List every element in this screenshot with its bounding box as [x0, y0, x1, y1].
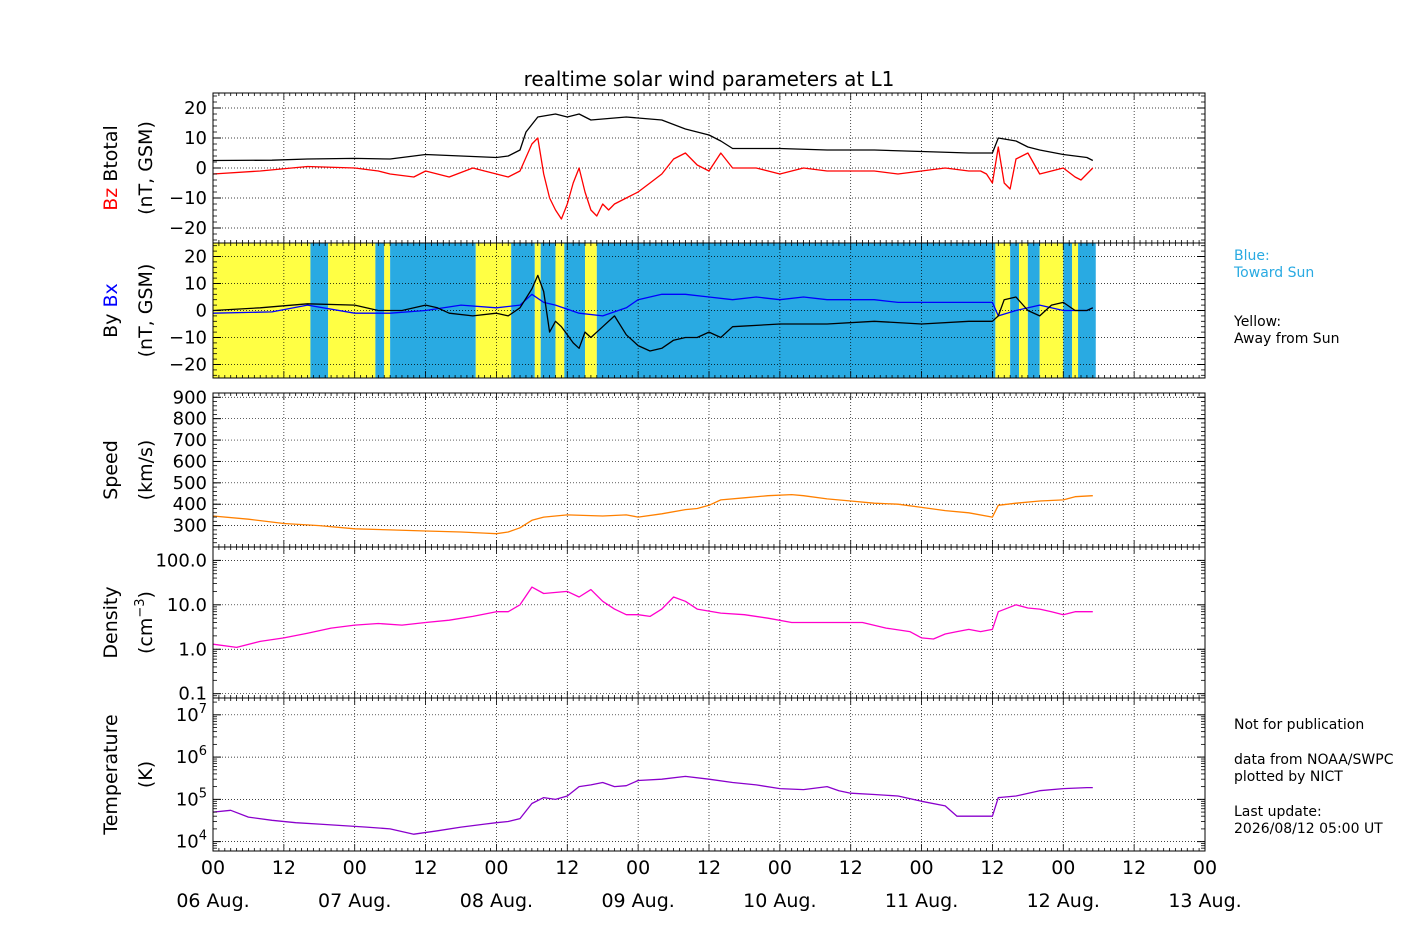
legend-blue-desc: Toward Sun [1234, 265, 1315, 281]
x-date-label: 06 Aug. [176, 890, 249, 912]
legend-yellow-label: Yellow: [1234, 314, 1282, 330]
x-date-label: 08 Aug. [460, 890, 533, 912]
y-tick-label: 10 [184, 274, 207, 295]
x-date-label: 11 Aug. [885, 890, 958, 912]
y-axis-label: Density [100, 586, 122, 658]
panel-frame [212, 697, 1206, 852]
x-tick-label: 12 [697, 857, 721, 879]
x-tick-label: 00 [626, 857, 650, 879]
y-tick-label: 107 [176, 702, 207, 726]
x-date-label: 12 Aug. [1027, 890, 1100, 912]
sector-toward [310, 243, 329, 378]
y-tick-label: 10.0 [167, 595, 207, 616]
x-tick-label: 12 [555, 857, 579, 879]
panel-temperature: 107 106 105 104 Temperature (K) [100, 697, 1206, 853]
sector-away [555, 243, 565, 378]
x-tick-label: 12 [980, 857, 1004, 879]
y-tick-label: 0 [196, 301, 207, 322]
panel-mag: 20 10 0 −10 −20 Bz Btotal (nT, GSM) [100, 92, 1206, 244]
note-plotted-by: plotted by NICT [1234, 769, 1343, 785]
y-tick-label: 400 [173, 494, 207, 515]
series-speed [212, 493, 1093, 535]
series-temperature [212, 775, 1093, 835]
y-tick-label: 105 [176, 786, 207, 810]
y-tick-label: 104 [176, 829, 207, 853]
y-tick-label: 0 [196, 158, 207, 179]
x-tick-label: 12 [272, 857, 296, 879]
series-btotal [212, 113, 1094, 162]
y-tick-label: 500 [173, 473, 207, 494]
x-tick-label: 12 [1122, 857, 1146, 879]
y-axis-unit: (K) [135, 761, 157, 788]
y-tick-label: 20 [184, 98, 207, 119]
x-tick-label: 12 [413, 857, 437, 879]
y-tick-label: 300 [173, 516, 207, 537]
y-tick-label: 20 [184, 247, 207, 268]
sector-toward [540, 243, 556, 378]
legend-yellow-desc: Away from Sun [1234, 331, 1340, 347]
chart-title: realtime solar wind parameters at L1 [524, 67, 895, 91]
note-data-source: data from NOAA/SWPC [1234, 752, 1394, 768]
x-tick-label: 00 [768, 857, 792, 879]
legend-blue-label: Blue: [1234, 248, 1270, 264]
x-tick-label: 00 [484, 857, 508, 879]
y-axis-unit: (cm−3) [133, 591, 157, 654]
y-axis-unit: (nT, GSM) [135, 121, 157, 215]
y-tick-label: 800 [173, 409, 207, 430]
x-date-label: 10 Aug. [743, 890, 816, 912]
y-axis-label: Temperature [100, 714, 122, 835]
y-axis-unit: (km/s) [135, 440, 157, 501]
panel-density: 100.0 10.0 1.0 0.1 Density (cm−3) [100, 546, 1206, 705]
x-tick-label: 00 [909, 857, 933, 879]
x-date-label: 13 Aug. [1168, 890, 1241, 912]
x-tick-label: 12 [839, 857, 863, 879]
y-axis-label: By Bx [100, 283, 122, 338]
panel-frame [212, 392, 1206, 548]
series-density [212, 586, 1093, 649]
y-tick-label: 106 [176, 744, 207, 768]
x-date-label: 09 Aug. [601, 890, 674, 912]
y-tick-label: −20 [169, 355, 207, 376]
y-tick-label: 1.0 [178, 639, 207, 660]
series-bz [212, 137, 1094, 220]
x-tick-label: 00 [1051, 857, 1075, 879]
y-tick-label: 600 [173, 451, 207, 472]
y-tick-label: −10 [169, 328, 207, 349]
x-tick-label: 00 [1193, 857, 1217, 879]
y-tick-label: 700 [173, 430, 207, 451]
y-axis-label: Bz Btotal [100, 125, 122, 211]
note-not-for-publication: Not for publication [1234, 717, 1365, 733]
note-last-update-time: 2026/08/12 05:00 UT [1234, 821, 1383, 837]
note-last-update-label: Last update: [1234, 804, 1322, 820]
y-tick-label: 900 [173, 387, 207, 408]
panel-bxby: 20 10 0 −10 −20 By Bx (nT, GSM) [100, 242, 1206, 379]
y-tick-label: 0.1 [178, 684, 207, 705]
series-by [212, 274, 1094, 352]
y-tick-label: −20 [169, 218, 207, 239]
y-axis-label: Speed [100, 440, 122, 500]
sector-toward [1027, 243, 1040, 378]
sector-away [585, 243, 597, 378]
x-tick-label: 00 [343, 857, 367, 879]
sector-away [475, 243, 512, 378]
y-tick-label: −10 [169, 188, 207, 209]
sector-toward [564, 243, 585, 378]
series-bx [212, 293, 1094, 317]
x-date-label: 07 Aug. [318, 890, 391, 912]
x-tick-label: 00 [201, 857, 225, 879]
sector-away [1039, 243, 1064, 378]
y-tick-label: 10 [184, 128, 207, 149]
y-tick-label: 100.0 [155, 550, 207, 571]
y-axis-unit: (nT, GSM) [135, 264, 157, 358]
sector-toward [596, 243, 996, 378]
